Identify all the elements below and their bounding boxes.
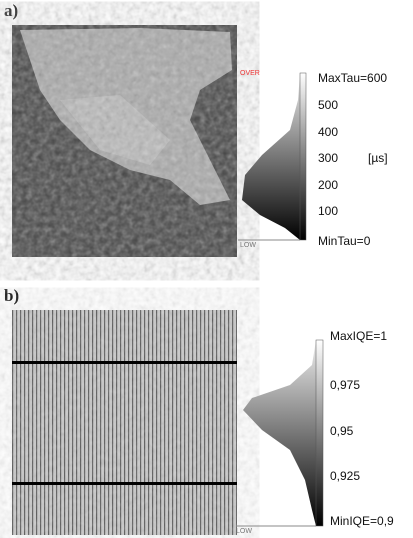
low-label: LOW <box>240 242 256 249</box>
tick-label: 300 <box>318 151 338 165</box>
tick-label: 400 <box>318 125 338 139</box>
tick-label: 100 <box>318 204 338 218</box>
iqe-map <box>12 310 237 535</box>
tick-label: 500 <box>318 98 338 112</box>
tick-label: 0,925 <box>330 469 360 483</box>
panel-label: a) <box>4 1 18 20</box>
low-label: LOW <box>236 528 252 535</box>
min-label: MinTau=0 <box>318 234 371 248</box>
over-label: OVER <box>240 70 260 77</box>
panel-label: b) <box>4 286 19 305</box>
histogram <box>242 73 300 240</box>
tick-label: 0,975 <box>330 378 360 392</box>
max-label: MaxIQE=1 <box>330 329 387 343</box>
colorbar <box>299 72 307 241</box>
min-label: MinIQE=0,9 <box>330 514 394 528</box>
histogram <box>243 340 316 526</box>
unit-label: [µs] <box>368 151 388 165</box>
colorbar <box>315 339 324 527</box>
tick-label: 200 <box>318 178 338 192</box>
max-label: MaxTau=600 <box>318 71 387 85</box>
tick-label: 0,95 <box>330 424 354 438</box>
lifetime-map <box>12 25 237 257</box>
